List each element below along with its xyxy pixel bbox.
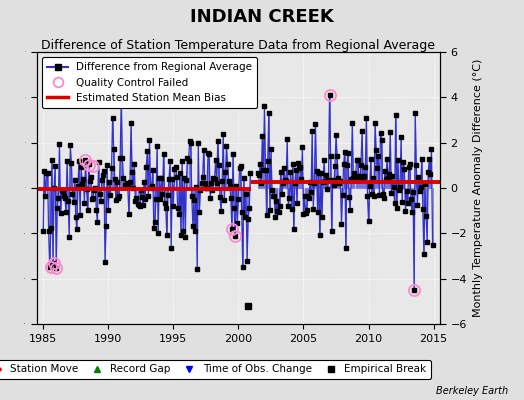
Y-axis label: Monthly Temperature Anomaly Difference (°C): Monthly Temperature Anomaly Difference (… [473,59,483,317]
Legend: Station Move, Record Gap, Time of Obs. Change, Empirical Break: Station Move, Record Gap, Time of Obs. C… [0,360,431,379]
Title: Difference of Station Temperature Data from Regional Average: Difference of Station Temperature Data f… [41,39,435,52]
Text: Berkeley Earth: Berkeley Earth [436,386,508,396]
Text: INDIAN CREEK: INDIAN CREEK [190,8,334,26]
